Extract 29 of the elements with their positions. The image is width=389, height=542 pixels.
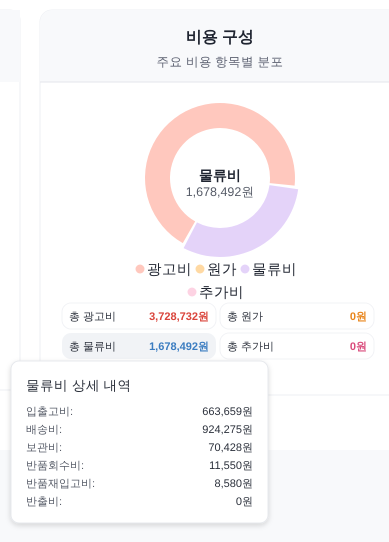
text: 1,678,492원 [149, 341, 209, 353]
text: 0원 [236, 496, 253, 508]
legend-label: 추가비 [199, 285, 244, 301]
legend-label: 물류비 [252, 262, 297, 278]
text: 배송비: [26, 424, 62, 436]
text: 총 추가비 [227, 341, 274, 353]
legend-label: 원가 [207, 262, 237, 278]
text: 반품재입고비: [26, 478, 96, 490]
text: 총 원가 [227, 311, 264, 323]
text: 663,659원 [202, 406, 253, 418]
text: 11,550원 [209, 460, 253, 472]
text: 70,428원 [208, 442, 253, 454]
text: 물류비 [199, 167, 241, 183]
chart-title: 비용 구성 [186, 29, 254, 46]
text: 3,728,732원 [149, 311, 209, 323]
text: 반출비: [26, 496, 62, 508]
text: 보관비: [26, 442, 62, 454]
legend-label: 광고비 [147, 262, 192, 278]
text: 총 광고비 [69, 311, 116, 323]
text: 반품회수비: [26, 460, 84, 472]
text: 0원 [350, 311, 367, 323]
text: 8,580원 [214, 478, 253, 490]
text: 총 물류비 [69, 341, 116, 353]
chart-subtitle: 주요 비용 항목별 분포 [156, 55, 284, 69]
text: 물류비 상세 내역 [26, 378, 132, 393]
text: 924,275원 [202, 424, 253, 436]
text: 0원 [350, 341, 367, 353]
text: 1,678,492원 [186, 185, 254, 199]
text: 입출고비: [26, 406, 74, 418]
